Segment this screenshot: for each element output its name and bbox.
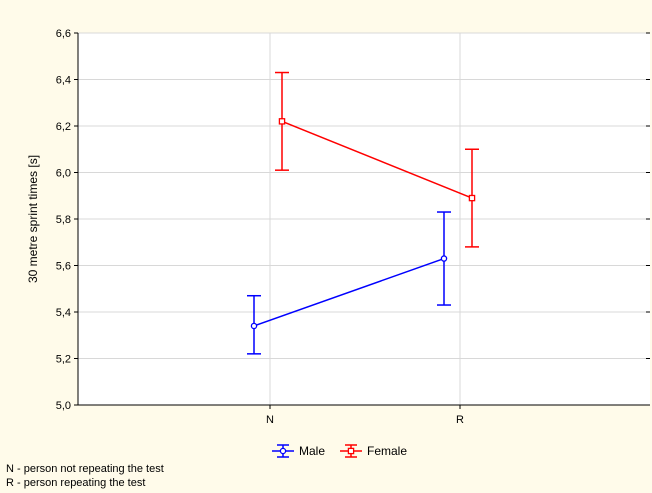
male-point <box>440 255 448 262</box>
y-tick-label: 5,4 <box>56 307 71 319</box>
male-legend-label: Male <box>299 444 325 458</box>
female-point <box>468 194 476 202</box>
female-legend-marker <box>347 447 355 455</box>
y-tick-label: 6,2 <box>56 121 71 133</box>
female-series-line <box>281 120 473 199</box>
series-layer <box>247 71 479 355</box>
footnotes: N - person not repeating the test R - pe… <box>6 462 164 490</box>
male-series-line <box>253 257 445 327</box>
male-point <box>250 322 258 330</box>
y-ticks: 5,0 5,2 5,4 5,6 5,8 6,0 6,2 6,4 6,6 <box>56 28 650 412</box>
y-tick-label: 6,4 <box>56 75 71 87</box>
x-tick-label: N <box>266 414 274 426</box>
note-n: N - person not repeating the test <box>6 463 164 475</box>
grid <box>78 32 650 405</box>
y-tick-label: 5,6 <box>56 261 71 273</box>
x-tick-label: R <box>456 414 464 426</box>
y-tick-label: 5,2 <box>56 354 71 366</box>
legend: Male Female <box>272 444 407 458</box>
note-r: R - person repeating the test <box>6 477 146 489</box>
female-legend-label: Female <box>367 444 407 458</box>
y-tick-label: 6,6 <box>56 28 71 40</box>
y-tick-label: 5,8 <box>56 214 71 226</box>
y-axis-label: 30 metre sprint times [s] <box>26 155 40 283</box>
y-tick-label: 5,0 <box>56 400 71 412</box>
y-tick-label: 6,0 <box>56 168 71 180</box>
female-point <box>278 118 286 125</box>
male-legend-marker <box>279 447 287 455</box>
